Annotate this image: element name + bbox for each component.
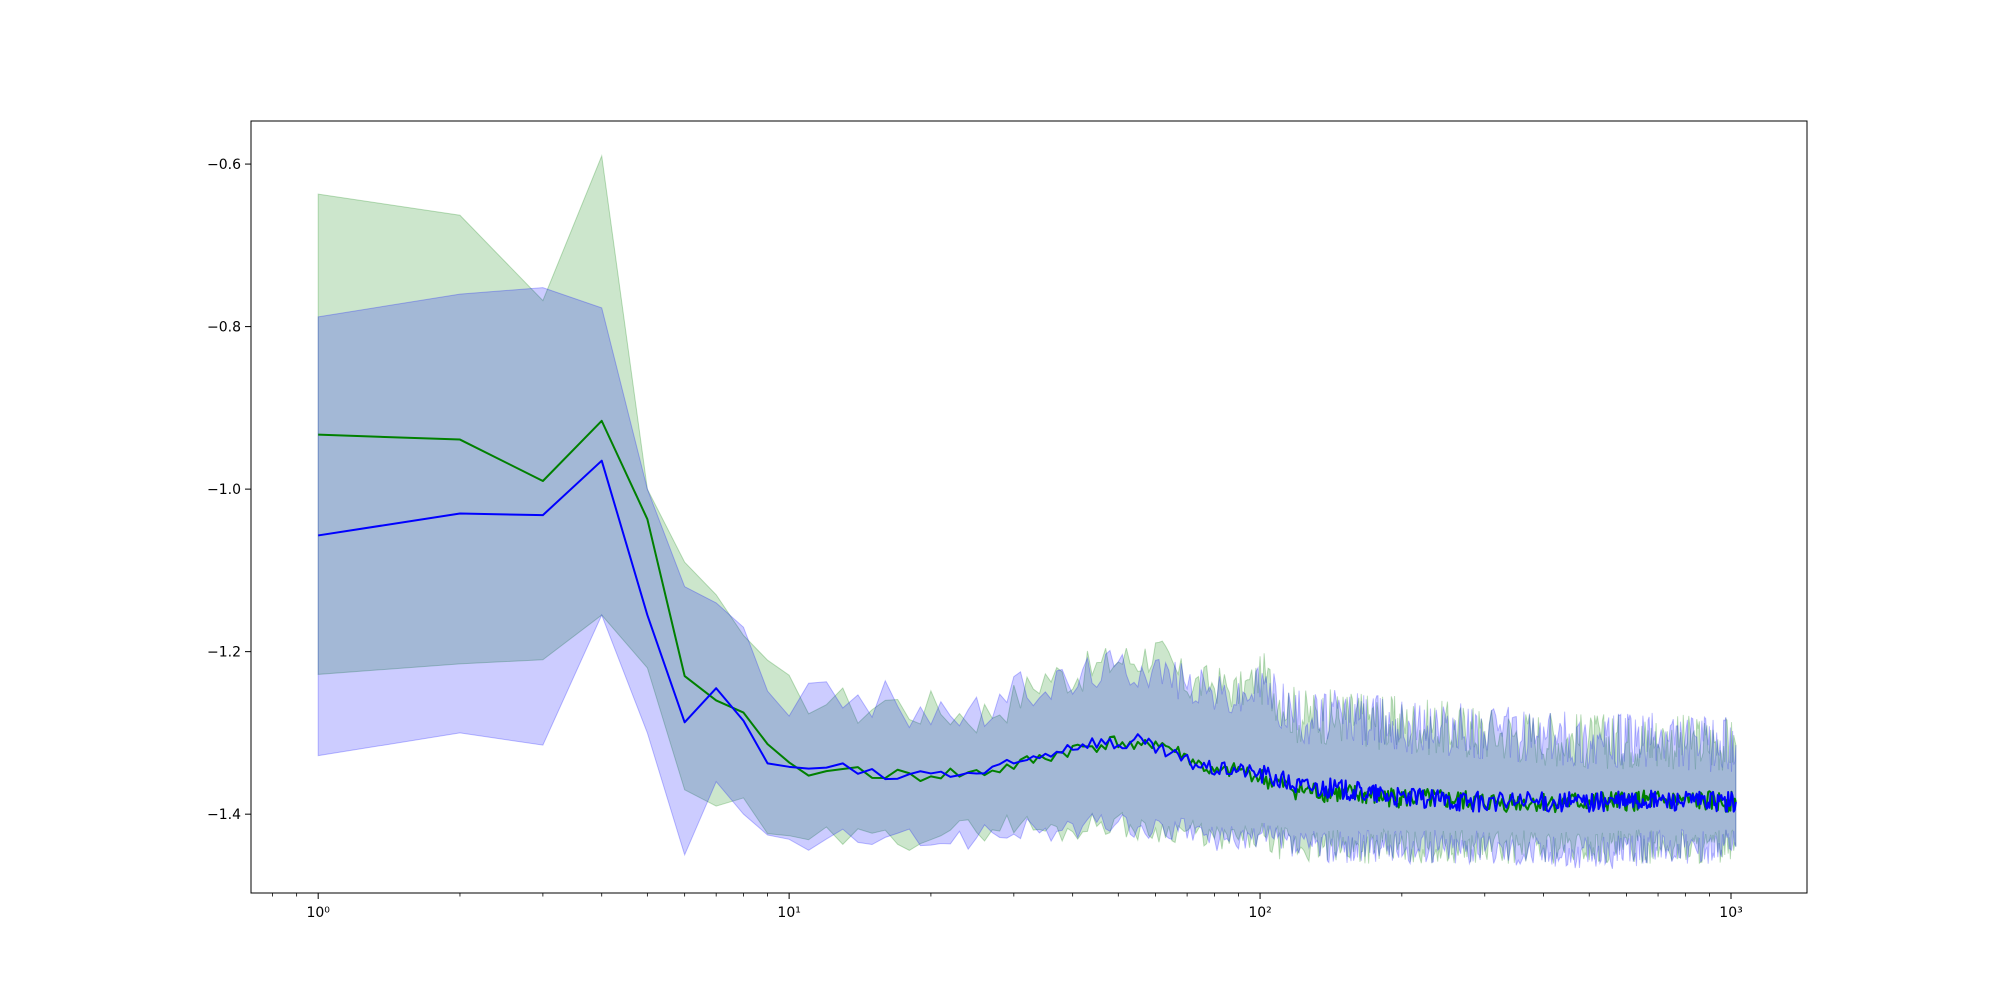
series-2-line xyxy=(318,459,1737,813)
series-2-band xyxy=(317,287,1737,869)
x-axis: 10⁰ 10¹ 10² 10³ xyxy=(272,893,1743,921)
y-tick-label: −1.4 xyxy=(207,807,241,823)
y-tick-label: −0.6 xyxy=(207,157,241,173)
x-tick-label: 10¹ xyxy=(777,905,800,921)
plot-area xyxy=(317,154,1737,869)
x-tick-label: 10² xyxy=(1248,905,1271,921)
x-tick-label: 10⁰ xyxy=(306,905,330,921)
y-tick-label: −1.0 xyxy=(207,482,241,498)
y-tick-label: −0.8 xyxy=(207,320,241,336)
axes-frame xyxy=(250,120,1808,894)
series-lines xyxy=(318,419,1737,814)
y-tick-label: −1.2 xyxy=(207,645,241,661)
x-tick-label: 10³ xyxy=(1719,905,1742,921)
y-axis: −0.6 −0.8 −1.0 −1.2 −1.4 xyxy=(207,157,251,823)
series-1-line xyxy=(318,419,1737,814)
